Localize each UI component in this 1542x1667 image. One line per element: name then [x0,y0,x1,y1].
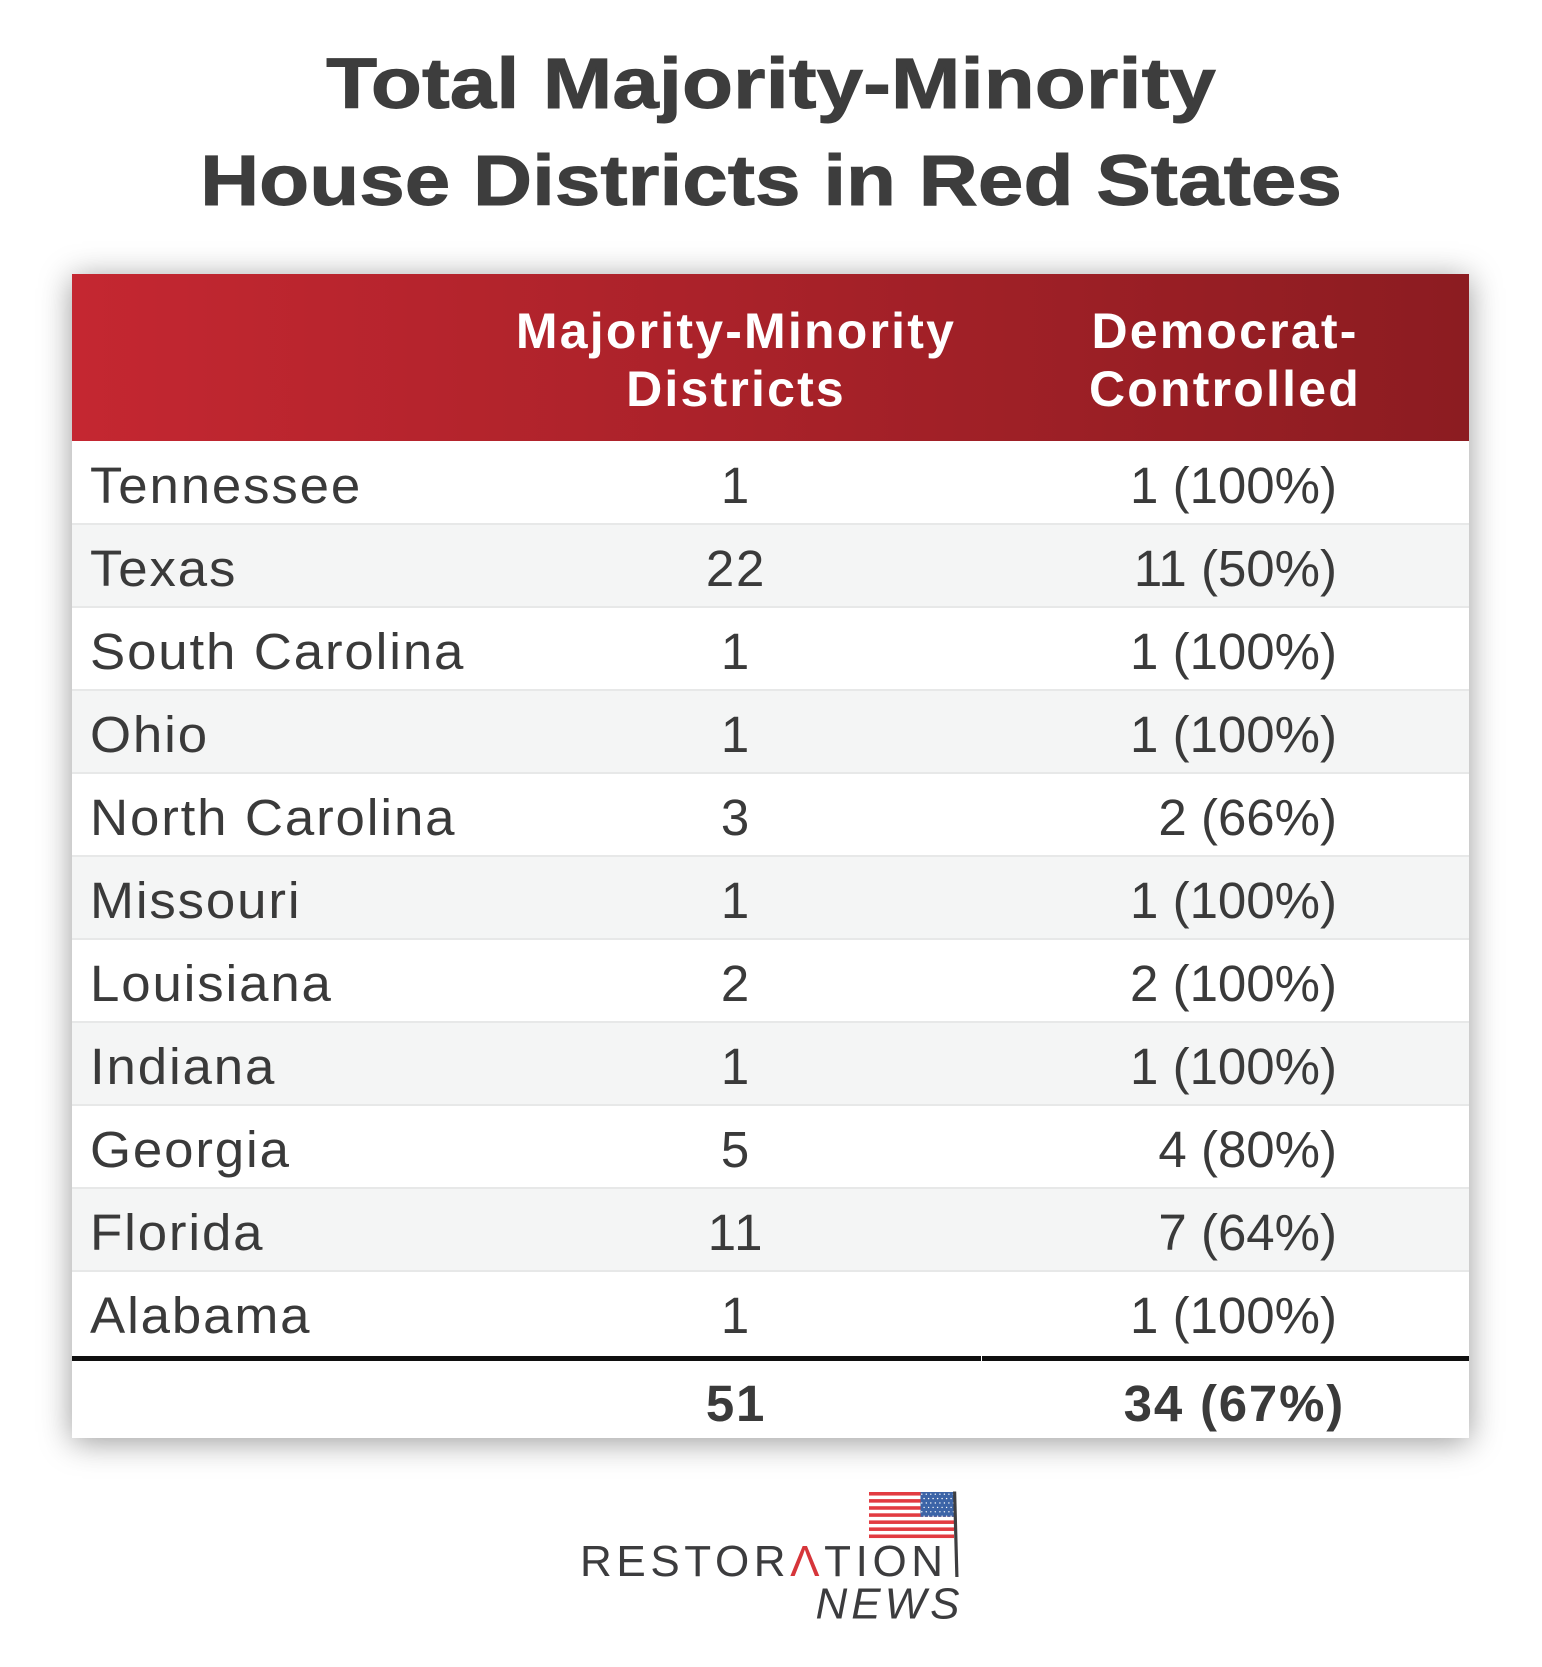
svg-text:RESTORΛTION: RESTORΛTION [580,1537,948,1586]
svg-text:NEWS: NEWS [816,1580,964,1629]
